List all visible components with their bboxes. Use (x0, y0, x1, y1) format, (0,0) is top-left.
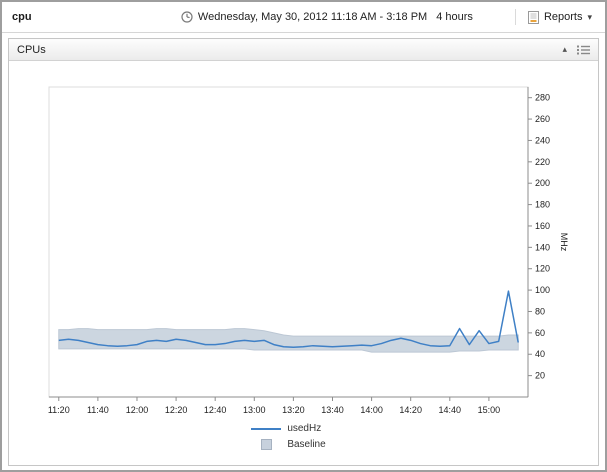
chart-legend: usedHz Baseline (49, 423, 528, 450)
y-tick-label: 200 (535, 178, 550, 188)
x-tick-label: 11:20 (48, 405, 70, 415)
x-tick-label: 14:40 (439, 405, 462, 415)
header-bar: cpu Wednesday, May 30, 2012 11:18 AM - 3… (2, 2, 605, 33)
x-tick-label: 14:00 (360, 405, 383, 415)
time-range-label: Wednesday, May 30, 2012 11:18 AM - 3:18 … (197, 11, 428, 23)
y-tick-label: 20 (535, 371, 545, 381)
chevron-down-icon: ▾ (587, 11, 592, 22)
usedhz-legend-label: usedHz (287, 423, 322, 434)
y-tick-label: 240 (535, 135, 550, 145)
chart-area: 20 40 60 80 100 120 140 160 180 200 220 240 260 280 11… (9, 61, 598, 465)
report-document-icon (527, 10, 539, 24)
baseline-swatch-cell (251, 439, 281, 450)
legend-item-baseline: Baseline (251, 439, 326, 450)
x-tick-label: 12:40 (204, 405, 227, 415)
x-tick-label: 13:40 (321, 405, 344, 415)
x-tick-label: 12:20 (165, 405, 188, 415)
y-tick-label: 160 (535, 221, 550, 231)
usedhz-swatch-cell (251, 427, 282, 430)
y-tick-label: 120 (535, 264, 550, 274)
collapse-panel-icon[interactable]: ▴ (562, 44, 567, 54)
reports-button[interactable]: Reports ▾ (525, 9, 595, 26)
baseline-band (58, 328, 519, 353)
y-axis-title: MHz (559, 233, 569, 252)
page-title: cpu (12, 11, 32, 23)
x-tick-label: 15:00 (478, 405, 501, 415)
cpus-panel: CPUs ▴ 20 40 60 80 100 120 140 160 180 200 220 240 2… (8, 38, 599, 466)
reports-button-label: Reports (543, 11, 583, 23)
y-tick-label: 280 (535, 93, 550, 103)
cpus-panel-title: CPUs (17, 43, 46, 56)
y-tick-label: 100 (535, 285, 550, 295)
baseline-legend-label: Baseline (287, 439, 326, 450)
legend-item-usedhz: usedHz (251, 423, 321, 434)
toolbar-divider (514, 9, 516, 25)
cpus-panel-header: CPUs ▴ (9, 39, 598, 61)
y-tick-label: 80 (535, 306, 545, 316)
usedhz-line-swatch (251, 427, 282, 430)
y-tick-label: 260 (535, 114, 550, 124)
cpu-usage-chart: 20 40 60 80 100 120 140 160 180 200 220 240 260 280 11… (48, 86, 569, 415)
chart-legend-items: usedHz Baseline (251, 423, 326, 450)
y-tick-label: 60 (535, 328, 545, 338)
baseline-box-swatch (260, 439, 272, 450)
time-range: Wednesday, May 30, 2012 11:18 AM - 3:18 … (181, 11, 473, 23)
usedhz-line (58, 290, 519, 349)
x-tick-label: 11:40 (87, 405, 109, 415)
x-tick-label: 12:00 (126, 405, 149, 415)
y-tick-label: 40 (535, 349, 545, 359)
x-tick-label: 13:00 (243, 405, 266, 415)
reports-group: Reports ▾ (514, 9, 595, 26)
duration-label: 4 hours (436, 11, 473, 23)
clock-icon (181, 11, 193, 23)
chart-options-icon[interactable] (577, 45, 590, 55)
panel-header-icons: ▴ (562, 45, 590, 55)
y-tick-label: 220 (535, 157, 550, 167)
x-tick-label: 14:20 (399, 405, 422, 415)
y-tick-label: 140 (535, 242, 550, 252)
y-tick-label: 180 (535, 200, 550, 210)
x-tick-label: 13:20 (282, 405, 305, 415)
